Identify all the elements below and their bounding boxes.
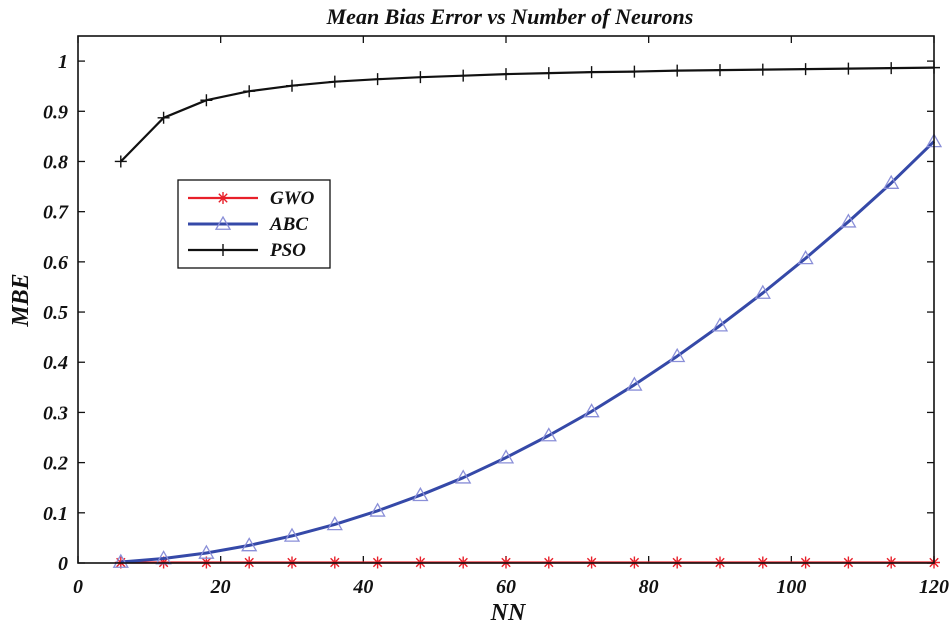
legend-label-pso: PSO (269, 240, 306, 261)
data-point-pso (243, 85, 256, 98)
x-tick-label: 80 (639, 576, 659, 598)
legend-label-gwo: GWO (270, 188, 315, 209)
data-point-abc (112, 553, 129, 568)
y-tick-label: 0.2 (43, 453, 68, 475)
legend: GWO ABC PSO (177, 179, 331, 269)
data-point-pso (286, 79, 298, 92)
data-point-pso (628, 65, 641, 78)
x-axis-title: NN (490, 600, 527, 626)
data-point-abc (283, 527, 301, 542)
data-point-abc (198, 544, 215, 559)
data-point-pso (585, 66, 598, 79)
plot-frame (77, 35, 935, 564)
data-point-legend-abc (214, 215, 232, 230)
data-point-pso (457, 69, 470, 82)
y-tick-label: 0.5 (43, 302, 68, 324)
data-point-pso (885, 62, 898, 75)
data-point-pso (114, 155, 127, 168)
data-point-abc (455, 469, 472, 484)
data-point-pso (799, 63, 812, 76)
tick-labels: 0 20 40 60 80 100 120 0 0.1 0.2 0.3 0.4 0.5 0.6 0.7 0.8… (43, 51, 949, 598)
data-point-abc (540, 427, 557, 442)
legend-item-abc: ABC (188, 214, 308, 235)
data-point-abc (369, 502, 386, 517)
series-line-pso (120, 66, 935, 163)
y-tick-label: 1 (58, 51, 68, 73)
y-tick-label: 0.9 (43, 101, 68, 123)
x-tick-label: 40 (352, 576, 373, 598)
y-tick-label: 0.7 (43, 202, 69, 224)
data-point-pso (671, 64, 684, 77)
data-point-pso (756, 63, 769, 76)
data-point-abc (711, 317, 729, 332)
legend-label-abc: ABC (269, 214, 308, 235)
data-point-abc (497, 449, 515, 464)
data-point-pso (500, 68, 512, 81)
y-tick-label: 0.6 (43, 252, 68, 274)
data-point-pso (542, 67, 555, 80)
x-tick-label: 100 (776, 576, 806, 598)
data-point-abc (797, 250, 814, 265)
series-pso (114, 61, 940, 168)
x-tick-label: 60 (496, 576, 516, 598)
data-point-pso (714, 64, 726, 77)
data-point-abc (326, 516, 343, 531)
y-tick-label: 0.3 (43, 402, 68, 424)
data-point-pso (328, 75, 341, 88)
legend-item-pso: PSO (188, 240, 306, 261)
data-point-abc (583, 403, 600, 418)
data-point-pso (414, 71, 427, 84)
y-tick-label: 0.1 (43, 503, 68, 525)
legend-item-gwo: GWO (188, 188, 315, 209)
y-axis-title: MBE (8, 273, 34, 327)
x-tick-label: 0 (73, 576, 83, 598)
data-point-abc (241, 537, 258, 552)
data-point-abc (626, 376, 643, 391)
data-point-pso (200, 94, 213, 107)
y-tick-label: 0.8 (43, 151, 68, 173)
data-point-abc (883, 174, 900, 189)
data-point-pso (842, 62, 855, 75)
data-point-pso (157, 111, 170, 124)
data-point-abc (840, 213, 857, 228)
data-point-legend-gwo (217, 192, 229, 204)
plot-area (78, 36, 934, 563)
data-point-pso (371, 73, 384, 86)
series-abc (112, 133, 943, 568)
chart-title: Mean Bias Error vs Number of Neurons (326, 4, 694, 29)
data-point-abc (412, 486, 429, 502)
data-point-legend-pso (217, 244, 229, 256)
y-tick-label: 0.4 (43, 352, 68, 374)
data-point-abc (669, 347, 686, 363)
x-tick-label: 20 (210, 576, 231, 598)
x-tick-label: 120 (919, 576, 949, 598)
data-point-abc (754, 284, 771, 299)
y-tick-label: 0 (58, 553, 68, 575)
